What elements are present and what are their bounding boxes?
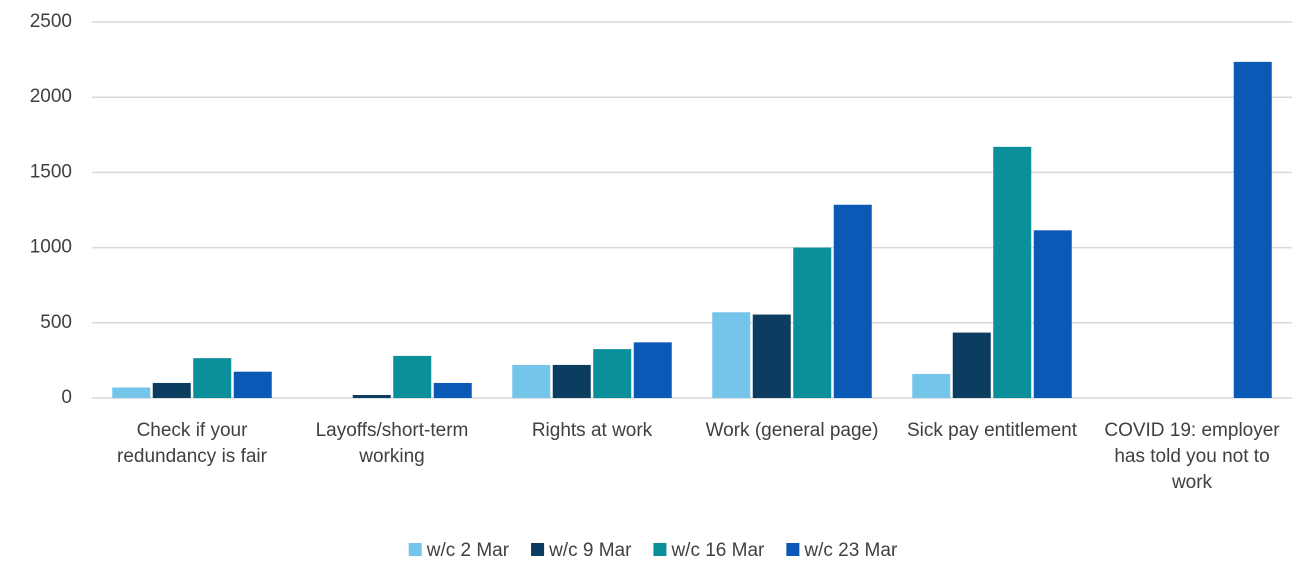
legend-swatch <box>653 543 667 556</box>
legend-label: w/c 16 Mar <box>670 540 765 561</box>
bar <box>833 204 872 398</box>
legend-label: w/c 23 Mar <box>803 540 898 561</box>
x-tick-label: Check if your redundancy is fair <box>117 420 267 467</box>
bar <box>433 382 472 398</box>
bar <box>593 349 632 398</box>
bar <box>193 358 232 398</box>
legend-label: w/c 2 Mar <box>426 540 510 561</box>
bar <box>752 314 791 398</box>
y-tick-label: 1000 <box>30 237 72 258</box>
bar <box>1233 61 1272 399</box>
y-tick-label: 0 <box>61 387 72 408</box>
bar <box>233 371 272 398</box>
x-tick-label: Work (general page) <box>705 420 879 441</box>
bar <box>512 364 551 398</box>
bar <box>112 387 151 398</box>
bar <box>912 373 951 398</box>
bar <box>152 382 191 398</box>
x-tick-label: Layoffs/short-term working <box>315 420 469 467</box>
y-tick-label: 2500 <box>30 11 72 32</box>
y-tick-label: 500 <box>40 312 72 333</box>
bar <box>633 342 672 398</box>
bar <box>793 247 832 398</box>
x-tick-label: Rights at work <box>531 420 653 441</box>
legend-swatch <box>408 543 422 556</box>
bar <box>993 146 1032 398</box>
bar <box>952 332 991 398</box>
bar <box>352 394 391 398</box>
legend-swatch <box>531 543 545 556</box>
bar <box>712 312 751 398</box>
legend-label: w/c 9 Mar <box>548 540 632 561</box>
bar <box>552 364 591 398</box>
bar <box>393 355 432 398</box>
bar <box>1033 230 1072 398</box>
x-tick-label: Sick pay entitlement <box>906 420 1078 441</box>
y-tick-label: 1500 <box>30 161 72 182</box>
y-tick-label: 2000 <box>30 86 72 107</box>
legend-swatch <box>786 543 800 556</box>
x-tick-label: COVID 19: employer has told you not to w… <box>1104 420 1280 493</box>
